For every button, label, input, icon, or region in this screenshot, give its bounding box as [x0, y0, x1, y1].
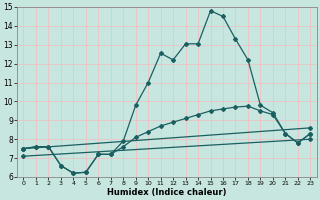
X-axis label: Humidex (Indice chaleur): Humidex (Indice chaleur)	[107, 188, 227, 197]
